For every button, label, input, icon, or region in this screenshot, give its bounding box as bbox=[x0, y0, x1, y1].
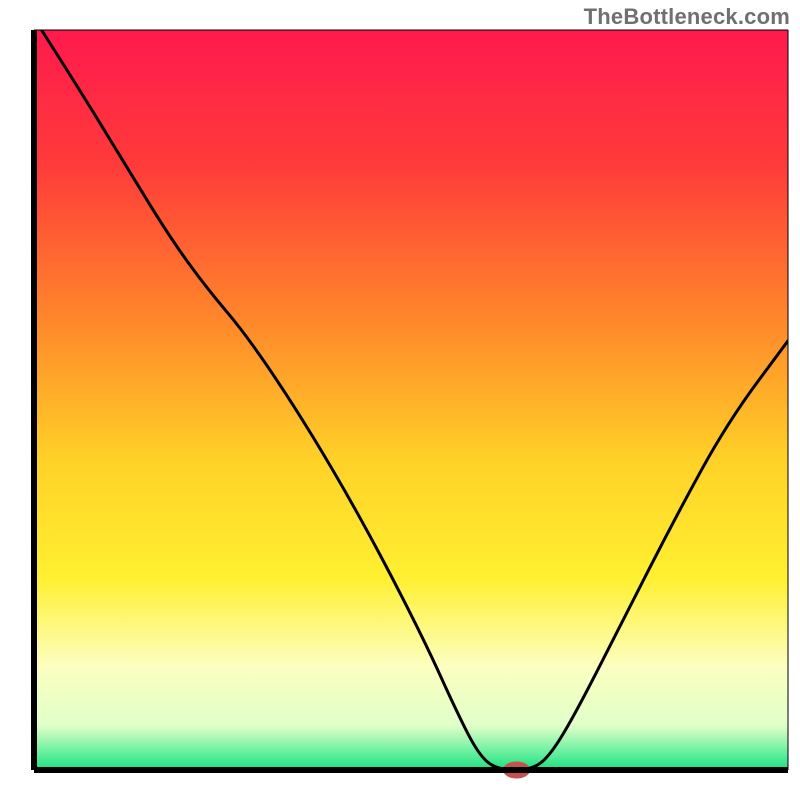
bottleneck-chart bbox=[0, 0, 800, 800]
watermark-text: TheBottleneck.com bbox=[584, 4, 790, 30]
gradient-background bbox=[34, 30, 788, 770]
chart-stage: TheBottleneck.com bbox=[0, 0, 800, 800]
